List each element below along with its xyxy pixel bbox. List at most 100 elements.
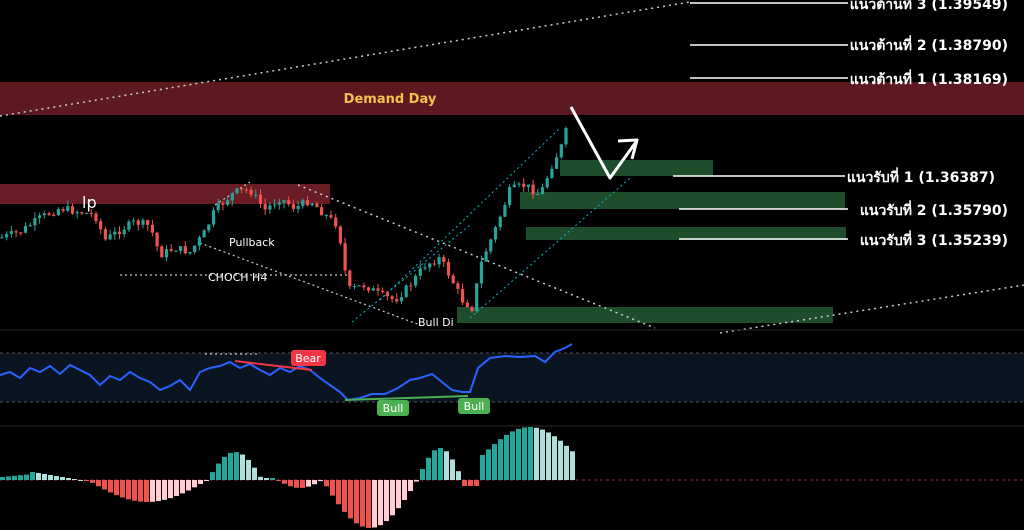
histogram-bar xyxy=(36,473,41,480)
histogram-bar xyxy=(354,480,359,524)
support-zone-1 xyxy=(560,160,713,176)
candle-body xyxy=(418,268,422,276)
histogram-bar xyxy=(270,478,275,480)
histogram-bar xyxy=(300,480,305,488)
candle-body xyxy=(141,220,145,225)
histogram-bar xyxy=(144,480,149,502)
pullback-channel-bottom xyxy=(199,242,421,326)
candle-body xyxy=(85,212,89,214)
candle-body xyxy=(66,206,70,211)
rsi-band xyxy=(0,353,1024,402)
candle-body xyxy=(61,209,65,211)
histogram-bar xyxy=(522,427,527,480)
support-zone-2 xyxy=(520,192,845,209)
candle-body xyxy=(489,239,493,252)
candle-body xyxy=(409,285,413,287)
choch-annotation: CHOCH H4 xyxy=(208,271,267,284)
candle-body xyxy=(183,246,187,254)
histogram-bar xyxy=(240,454,245,480)
candle-body xyxy=(230,193,234,201)
candle-body xyxy=(5,233,9,238)
histogram-bar xyxy=(336,480,341,505)
candle-body xyxy=(80,212,84,214)
histogram-bar xyxy=(198,480,203,485)
candle-body xyxy=(99,221,103,230)
bull-di-annotation: Bull Di xyxy=(418,316,454,329)
candle-body xyxy=(522,183,526,187)
histogram-bar xyxy=(390,480,395,516)
histogram-bar xyxy=(6,476,11,480)
support-2-label: แนวรับที่ 2 (1.35790) xyxy=(860,200,1008,219)
candle-body xyxy=(338,226,342,244)
candle-body xyxy=(52,214,56,216)
histogram-bar xyxy=(438,448,443,480)
bear-tag-text: Bear xyxy=(295,352,321,365)
candle-body xyxy=(258,194,263,204)
candle-body xyxy=(531,184,535,195)
resistance-3-label: แนวต้านที่ 3 (1.39549) xyxy=(850,0,1008,13)
candle-body xyxy=(117,231,122,235)
rising-channel-bottom-2 xyxy=(469,177,631,319)
histogram-bar xyxy=(570,451,575,480)
bull-tag-2: Bull xyxy=(458,398,490,414)
histogram-bar xyxy=(444,451,449,480)
candle-body xyxy=(479,261,483,284)
histogram-bar xyxy=(528,427,533,480)
candle-body xyxy=(291,204,295,209)
candle-body xyxy=(240,188,244,190)
demand-day-zone xyxy=(0,82,1024,115)
histogram-bar xyxy=(222,456,227,480)
histogram-bar xyxy=(384,480,389,522)
histogram-bar xyxy=(402,480,407,501)
histogram-bar xyxy=(408,480,413,492)
histogram-bar xyxy=(186,480,191,491)
demand-day-label: Demand Day xyxy=(344,92,437,107)
support-zone-bottom xyxy=(457,307,833,323)
support-zone-3 xyxy=(526,227,846,240)
candle-body xyxy=(75,212,79,214)
histogram-bar xyxy=(180,480,185,494)
candle-body xyxy=(395,298,399,302)
histogram-bar xyxy=(138,480,143,502)
candle-body xyxy=(475,283,479,312)
candle-body xyxy=(193,245,197,252)
candle-body xyxy=(564,127,568,145)
histogram-bar xyxy=(174,480,179,496)
histogram-bar xyxy=(132,480,137,501)
histogram-bar xyxy=(480,455,485,480)
histogram-bar xyxy=(30,472,35,480)
histogram-bar xyxy=(432,450,437,480)
candle-body xyxy=(197,237,201,246)
histogram-bar xyxy=(114,480,119,496)
levels-group: แนวต้านที่ 3 (1.39549) แนวต้านที่ 2 (1.3… xyxy=(673,0,1008,249)
candle-body xyxy=(244,189,248,191)
candle-body xyxy=(108,234,112,240)
histogram-bar xyxy=(420,469,425,480)
histogram-bar xyxy=(372,480,377,528)
candle-body xyxy=(23,226,28,233)
candle-body xyxy=(456,283,460,289)
candle-body xyxy=(371,288,375,291)
pullback-annotation: Pullback xyxy=(229,236,275,249)
histogram-bar xyxy=(72,479,77,480)
histogram-bar xyxy=(192,480,197,488)
histogram-bar xyxy=(318,480,323,482)
histogram-bar xyxy=(156,480,161,502)
histogram-bar xyxy=(312,480,317,485)
histogram-bar xyxy=(210,472,215,480)
lp-annotation: lp xyxy=(82,193,97,212)
candle-body xyxy=(89,212,93,214)
candle-body xyxy=(254,194,258,196)
candle-body xyxy=(334,217,338,227)
histogram-bar xyxy=(150,480,155,502)
histogram-bar xyxy=(546,432,551,480)
histogram-bar xyxy=(456,471,461,480)
histogram-bar xyxy=(162,480,167,500)
candle-body xyxy=(414,275,418,286)
candle-body xyxy=(536,194,540,196)
histogram-bar xyxy=(0,477,5,480)
candle-body xyxy=(188,251,192,254)
candle-body xyxy=(136,220,140,225)
candle-body xyxy=(301,200,305,206)
candle-body xyxy=(179,246,183,251)
